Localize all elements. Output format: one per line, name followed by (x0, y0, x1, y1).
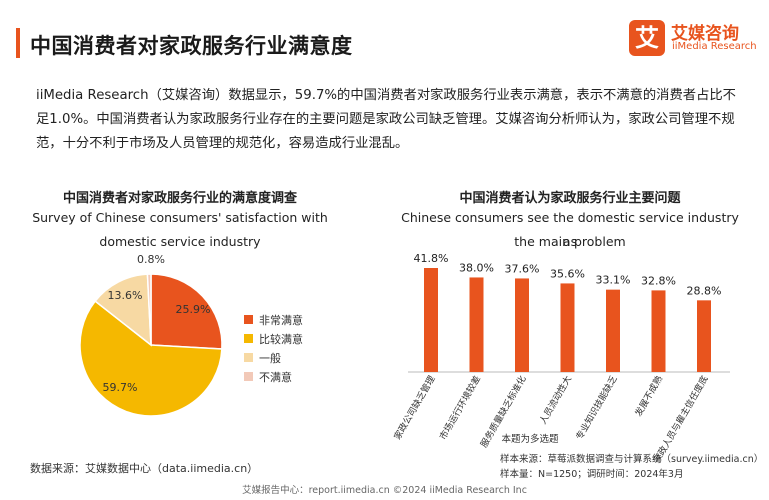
bar (469, 277, 484, 372)
logo-cn-text: 艾媒咨询 (671, 24, 739, 44)
pie-legend: 非常满意 比较满意 一般 不满意 (244, 310, 303, 386)
bar (651, 290, 666, 372)
legend-label: 一般 (259, 351, 281, 365)
data-source: 数据来源：艾媒数据中心（data.iimedia.cn） (30, 462, 259, 475)
sample-size: 样本量：N=1250；调研时间：2024年3月 (500, 469, 684, 480)
bar-data-label: 33.1% (596, 274, 631, 287)
pie-data-label: 0.8% (137, 253, 165, 266)
pie-data-label: 59.7% (103, 381, 138, 394)
legend-swatch (244, 353, 253, 362)
legend-label: 比较满意 (259, 332, 303, 346)
pie-chart-subtitle-1: Survey of Chinese consumers' satisfactio… (32, 210, 328, 225)
bar (697, 300, 711, 372)
bar-data-label: 41.8% (414, 252, 449, 265)
bar-data-label: 28.8% (687, 284, 722, 297)
legend-item: 非常满意 (244, 310, 303, 329)
legend-item: 不满意 (244, 367, 303, 386)
pie-data-label: 25.9% (176, 303, 211, 316)
pie-chart: 25.9% 59.7% 13.6% 0.8% (79, 253, 223, 417)
logo-en-text: iiMedia Research (672, 41, 757, 52)
bar-chart-title: 中国消费者认为家政服务行业主要问题 (459, 191, 681, 206)
legend-item: 一般 (244, 348, 303, 367)
page-title: 中国消费者对家政服务行业满意度 (30, 34, 353, 58)
sample-source: 样本来源：草莓派数据调查与计算系统（survey.iimedia.cn） (500, 454, 764, 465)
bar-chart-subtitle-2: the main problem (514, 234, 626, 249)
bar-data-label: 32.8% (641, 274, 676, 287)
bar-category-label: 发展不成熟 (632, 374, 665, 419)
bar (515, 278, 529, 372)
multi-select-note: 本题为多选题 (501, 433, 559, 445)
bar-chart-subtitle-1: Chinese consumers see the domestic servi… (401, 210, 739, 249)
pie-chart-title: 中国消费者对家政服务行业的满意度调查 (62, 191, 297, 206)
legend-label: 不满意 (259, 370, 292, 384)
legend-swatch (244, 315, 253, 324)
pie-data-label: 13.6% (108, 289, 143, 302)
title-accent-bar (16, 28, 20, 58)
bar-category-label: 人员流动性大 (537, 374, 574, 427)
pie-chart-subtitle-2: domestic service industry (99, 234, 261, 249)
intro-paragraph: iiMedia Research（艾媒咨询）数据显示，59.7%的中国消费者对家… (36, 88, 736, 151)
legend-swatch (244, 334, 253, 343)
iimedia-logo: 艾 艾媒咨询 iiMedia Research (629, 18, 761, 58)
bar (424, 268, 438, 372)
pie-slice (79, 300, 223, 417)
legend-item: 比较满意 (244, 329, 303, 348)
bar-category-label: 家政公司缺乏管理 (391, 374, 437, 442)
bar (606, 289, 620, 372)
pie-slice (94, 273, 152, 347)
bar-data-label: 35.6% (550, 267, 585, 280)
bottom-footer: 艾媒报告中心：report.iimedia.cn ©2024 iiMedia R… (242, 485, 527, 496)
bar-data-label: 37.6% (505, 262, 540, 275)
bar-data-label: 38.0% (459, 261, 494, 274)
logo-mark-icon: 艾 (629, 20, 665, 56)
pie-slice (146, 273, 152, 346)
pie-slice (150, 273, 223, 350)
legend-swatch (244, 372, 253, 381)
bar-category-label: 市场运行环境较差 (437, 374, 483, 442)
bar (560, 283, 575, 372)
bar-category-label: 专业知识技能缺乏 (573, 374, 619, 442)
legend-label: 非常满意 (259, 313, 303, 327)
bar-chart: 41.8%家政公司缺乏管理38.0%市场运行环境较差37.6%服务质量缺乏标准化… (391, 252, 730, 465)
